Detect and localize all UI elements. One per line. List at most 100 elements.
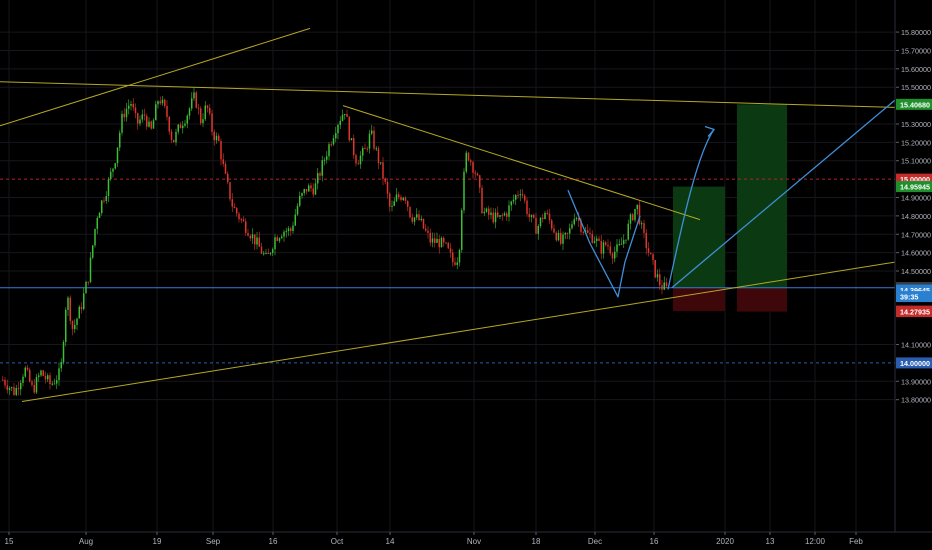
candle-up bbox=[105, 196, 107, 201]
upper-rising-line[interactable] bbox=[0, 27, 311, 127]
candle-down bbox=[164, 99, 166, 106]
price-label-text: 14.00000 bbox=[900, 359, 930, 368]
candle-up bbox=[335, 133, 337, 139]
candle-down bbox=[560, 232, 562, 244]
candle-up bbox=[53, 383, 56, 385]
candle-up bbox=[440, 237, 443, 248]
candle-up bbox=[191, 98, 193, 109]
candle-up bbox=[188, 108, 191, 116]
candle-down bbox=[607, 244, 609, 247]
candle-down bbox=[407, 200, 409, 207]
candle-up bbox=[269, 252, 272, 254]
rising-support[interactable] bbox=[21, 261, 898, 402]
candle-up bbox=[128, 105, 130, 109]
drawings[interactable] bbox=[567, 99, 896, 298]
candle-down bbox=[348, 116, 350, 141]
trendlines[interactable] bbox=[0, 27, 898, 402]
candle-down bbox=[470, 160, 472, 163]
position-target-zone[interactable] bbox=[673, 186, 725, 288]
x-tick-label: 12:00 bbox=[805, 537, 826, 546]
candle-up bbox=[344, 113, 346, 115]
candle-up bbox=[107, 179, 110, 197]
candle-down bbox=[13, 387, 15, 395]
candle-down bbox=[290, 228, 292, 232]
candle-down bbox=[404, 197, 407, 201]
blue-straight-arrow[interactable] bbox=[671, 99, 896, 289]
candle-up bbox=[296, 205, 299, 215]
candle-down bbox=[233, 206, 236, 209]
candle-down bbox=[355, 155, 357, 164]
candle-down bbox=[220, 140, 222, 160]
candle-up bbox=[96, 217, 98, 229]
candle-down bbox=[242, 219, 245, 222]
candle-up bbox=[362, 148, 364, 156]
candle-down bbox=[231, 199, 233, 207]
price-label-box bbox=[896, 291, 932, 303]
candle-up bbox=[193, 92, 195, 99]
candle-up bbox=[274, 237, 276, 250]
candle-down bbox=[267, 252, 269, 254]
candle-down bbox=[373, 130, 375, 149]
candle-up bbox=[503, 213, 506, 216]
blue-curved-arrow[interactable] bbox=[667, 129, 715, 290]
candle-down bbox=[591, 234, 593, 243]
candle-down bbox=[609, 246, 611, 254]
position-tools[interactable] bbox=[673, 104, 787, 312]
candle-up bbox=[490, 212, 492, 215]
y-tick-label: 15.60000 bbox=[901, 65, 931, 74]
candle-up bbox=[83, 293, 85, 310]
candle-down bbox=[103, 200, 105, 202]
candle-down bbox=[310, 185, 312, 189]
candle-down bbox=[400, 196, 402, 201]
candle-up bbox=[20, 382, 22, 390]
candle-down bbox=[447, 242, 449, 249]
horizontal-levels[interactable] bbox=[0, 178, 895, 364]
time-axis[interactable]: 15 Aug 19 Sep 16 Oct 14 Nov 18 Dec 16 2020 13 12:00 Fe… bbox=[5, 532, 864, 546]
candle-down bbox=[150, 121, 152, 129]
position-stop-zone[interactable] bbox=[737, 287, 787, 312]
candle-down bbox=[449, 248, 452, 253]
candle-up bbox=[139, 119, 141, 124]
price-axis-panel[interactable] bbox=[895, 0, 932, 532]
candle-up bbox=[663, 282, 665, 290]
candle-down bbox=[647, 248, 650, 253]
candle-down bbox=[222, 159, 224, 164]
candle-up bbox=[416, 214, 418, 218]
candle-up bbox=[287, 228, 290, 232]
candle-down bbox=[555, 232, 557, 241]
horizontal-resistance[interactable] bbox=[0, 81, 896, 108]
candle-down bbox=[236, 208, 238, 214]
position-stop-zone[interactable] bbox=[673, 287, 725, 312]
position-target-zone[interactable] bbox=[737, 104, 787, 288]
candle-down bbox=[492, 212, 494, 223]
candle-down bbox=[218, 135, 220, 141]
candle-down bbox=[330, 144, 332, 146]
candle-up bbox=[89, 257, 92, 283]
candle-up bbox=[121, 113, 123, 133]
candle-up bbox=[62, 342, 65, 363]
candle-up bbox=[148, 121, 150, 127]
candle-down bbox=[566, 232, 569, 234]
candle-down bbox=[524, 195, 526, 201]
x-tick-label: Nov bbox=[467, 537, 481, 546]
blue-v-path[interactable] bbox=[567, 189, 641, 298]
y-tick-label: 14.10000 bbox=[901, 341, 931, 350]
candle-down bbox=[497, 212, 499, 217]
candle-up bbox=[76, 318, 78, 325]
y-tick-label: 15.70000 bbox=[901, 46, 931, 55]
price-label-text: 14.27935 bbox=[900, 308, 930, 317]
candle-up bbox=[85, 281, 87, 294]
candle-down bbox=[481, 187, 483, 214]
candle-down bbox=[200, 108, 202, 124]
candle-down bbox=[247, 232, 249, 236]
candle-up bbox=[564, 232, 566, 235]
candle-up bbox=[256, 237, 258, 245]
candle-up bbox=[461, 210, 463, 250]
y-tick-label: 15.80000 bbox=[901, 28, 931, 37]
x-tick-label: Dec bbox=[588, 537, 602, 546]
descending-trendline[interactable] bbox=[342, 105, 701, 221]
candle-up bbox=[301, 193, 303, 196]
candle-down bbox=[173, 139, 175, 143]
